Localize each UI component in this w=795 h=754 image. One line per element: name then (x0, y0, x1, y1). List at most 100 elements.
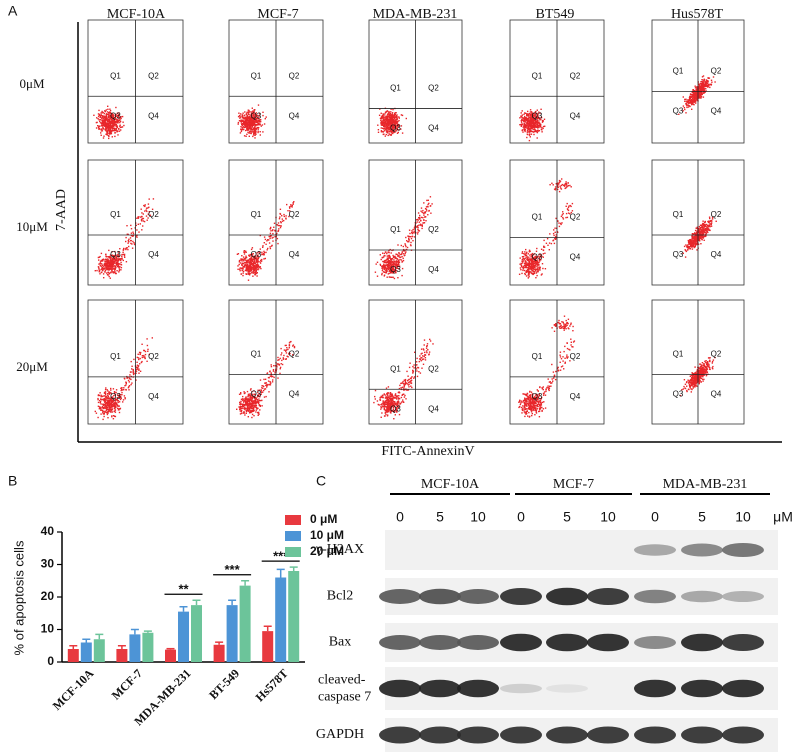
dot (424, 356, 425, 357)
dot (385, 414, 386, 415)
dot (559, 191, 560, 192)
dot (529, 113, 530, 114)
dot (423, 364, 424, 365)
dot (385, 251, 386, 252)
dot (529, 140, 530, 141)
dot (133, 242, 134, 243)
quadrant-label: Q4 (289, 390, 300, 399)
dot (521, 412, 522, 413)
dot (246, 126, 247, 127)
dot (246, 269, 247, 270)
dot (423, 214, 424, 215)
dot (522, 256, 523, 257)
dot (256, 124, 257, 125)
dot (249, 265, 250, 266)
dot (110, 389, 111, 390)
dot (102, 265, 103, 266)
dot (551, 183, 552, 184)
dot (145, 351, 146, 352)
dot (99, 406, 100, 407)
dot (120, 262, 121, 263)
dot (254, 405, 255, 406)
dot (103, 273, 104, 274)
dot (124, 378, 125, 379)
dot (247, 112, 248, 113)
dot (387, 262, 388, 263)
dot (409, 381, 410, 382)
dot (418, 212, 419, 213)
dot (532, 127, 533, 128)
dot (520, 257, 521, 258)
dot (260, 262, 261, 263)
dot (381, 396, 382, 397)
dot (102, 126, 103, 127)
dot (407, 235, 408, 236)
dot (403, 246, 404, 247)
dot (521, 120, 522, 121)
dot (571, 186, 572, 187)
dot (248, 416, 249, 417)
dot (258, 131, 259, 132)
dot (256, 407, 257, 408)
dot (105, 391, 106, 392)
dot (241, 122, 242, 123)
dot (248, 260, 249, 261)
dot (104, 264, 105, 265)
dot (394, 401, 395, 402)
dot (414, 228, 415, 229)
dot (404, 395, 405, 396)
dot (104, 113, 105, 114)
dot (524, 398, 525, 399)
dot (104, 399, 105, 400)
dot (427, 345, 428, 346)
dot (133, 372, 134, 373)
dot (560, 352, 561, 353)
dot (245, 130, 246, 131)
dot (251, 400, 252, 401)
dot (262, 254, 263, 255)
y-axis-label: 7-AAD (54, 189, 69, 231)
dot (249, 131, 250, 132)
dot (253, 134, 254, 135)
dot (542, 128, 543, 129)
dot (388, 397, 389, 398)
row-label: 20μM (16, 359, 48, 374)
dot (430, 196, 431, 197)
dot (147, 207, 148, 208)
dot (280, 348, 281, 349)
dot (398, 260, 399, 261)
dot (526, 401, 527, 402)
dot (530, 263, 531, 264)
dot (138, 370, 139, 371)
dot (425, 357, 426, 358)
dot (562, 211, 563, 212)
dot (280, 367, 281, 368)
dot (282, 221, 283, 222)
quadrant-label: Q4 (148, 392, 159, 401)
dot (541, 131, 542, 132)
dot (278, 228, 279, 229)
dot (410, 236, 411, 237)
dot (387, 257, 388, 258)
dot (240, 132, 241, 133)
dot (529, 254, 530, 255)
dot (264, 252, 265, 253)
dot (381, 274, 382, 275)
dot (125, 241, 126, 242)
dot (126, 261, 127, 262)
dot (416, 370, 417, 371)
dot (428, 200, 429, 201)
dot (246, 404, 247, 405)
quadrant-label: Q4 (148, 250, 159, 259)
dot (273, 377, 274, 378)
dot (528, 253, 529, 254)
dot (384, 404, 385, 405)
dot (144, 221, 145, 222)
dot (257, 402, 258, 403)
dot (106, 259, 107, 260)
dot (262, 124, 263, 125)
dot (96, 122, 97, 123)
dot (113, 126, 114, 127)
dot (387, 255, 388, 256)
dot (532, 270, 533, 271)
